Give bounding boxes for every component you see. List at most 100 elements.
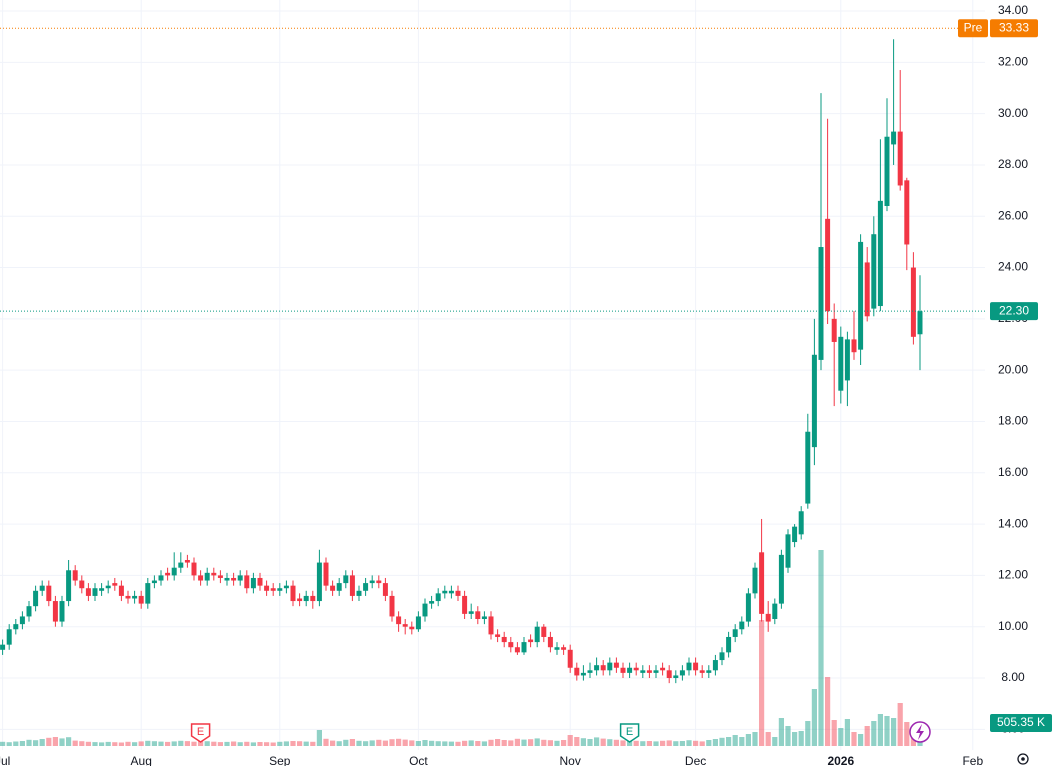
candle-body	[52, 601, 58, 622]
candle-body	[231, 577, 237, 581]
volume-bar	[508, 740, 514, 746]
candle-body	[673, 675, 679, 679]
volume-bar	[481, 741, 487, 746]
candle-body	[825, 218, 831, 312]
volume-bar	[607, 739, 613, 746]
volume-bar	[435, 741, 441, 746]
candle-body	[237, 575, 243, 581]
volume-bar	[145, 740, 151, 746]
candle-body	[33, 590, 39, 607]
x-tick-label: Oct	[409, 754, 428, 766]
volume-bar	[660, 740, 666, 746]
candle-body	[745, 593, 751, 622]
settings-icon[interactable]	[1017, 753, 1029, 765]
candle-body	[165, 572, 171, 576]
volume-bar	[389, 739, 395, 746]
candle-body	[778, 554, 784, 604]
volume-bar	[105, 741, 111, 746]
candle-body	[283, 585, 289, 589]
volume-bar	[455, 741, 461, 746]
volume-bar	[745, 734, 751, 746]
candle-body	[620, 667, 626, 673]
volume-bar	[844, 719, 850, 746]
volume-bar	[475, 741, 481, 746]
volume-bar	[712, 739, 718, 746]
candle-body	[844, 339, 850, 381]
candle-body	[613, 662, 619, 668]
volume-bar	[356, 740, 362, 746]
volume-bar	[165, 741, 171, 746]
candle-body	[917, 311, 923, 335]
y-tick-label: 28.00	[998, 157, 1028, 171]
candle-body	[759, 552, 765, 614]
x-tick-label: Jul	[0, 754, 10, 766]
y-tick-label: 34.00	[998, 3, 1028, 17]
volume-bar	[765, 732, 771, 746]
volume-bar	[864, 726, 870, 746]
volume-bar	[85, 741, 91, 746]
volume-bar	[79, 741, 85, 746]
volume-bar	[528, 739, 534, 746]
x-tick-label: Dec	[685, 754, 706, 766]
pre-tag-bg	[958, 19, 988, 38]
candle-body	[138, 595, 144, 604]
volume-bar	[112, 742, 118, 746]
volume-bar	[495, 739, 501, 746]
candle-body	[184, 560, 190, 563]
candle-body	[382, 583, 388, 596]
y-tick-label: 8.00	[1001, 670, 1025, 684]
volume-bar	[39, 739, 45, 746]
volume-bar	[52, 737, 58, 746]
candle-body	[488, 616, 494, 635]
volume-bar	[92, 742, 98, 746]
volume-bar	[184, 741, 190, 746]
volume-bar	[752, 732, 758, 746]
pre-price-bg	[990, 19, 1038, 38]
last-volume: 505.35 K	[997, 715, 1045, 729]
candle-body	[389, 595, 395, 617]
candle-body	[851, 339, 857, 353]
candle-body	[79, 580, 85, 589]
volume-bar	[561, 740, 567, 746]
volume-bar	[409, 740, 415, 746]
volume-bar	[382, 740, 388, 746]
volume-bar	[673, 741, 679, 746]
volume-bar	[250, 742, 256, 746]
volume-bar	[402, 739, 408, 746]
y-tick-label: 20.00	[998, 362, 1028, 376]
volume-bar	[125, 741, 131, 746]
candle-body	[19, 616, 25, 625]
pre-tag: Pre	[964, 20, 983, 34]
candle-body	[66, 570, 72, 602]
candle-body	[660, 667, 666, 671]
candle-body	[686, 662, 692, 671]
candle-body	[277, 588, 283, 591]
candle-body	[805, 431, 811, 504]
candle-body	[706, 670, 712, 673]
candle-body	[567, 649, 573, 668]
candle-body	[580, 672, 586, 676]
x-tick-label: Sep	[269, 754, 291, 766]
pre-price: 33.33	[999, 20, 1029, 34]
candle-body	[475, 611, 481, 620]
y-tick-label: 26.00	[998, 208, 1028, 222]
volume-bar	[858, 734, 864, 746]
volume-bar	[646, 741, 652, 746]
candle-body	[838, 336, 844, 391]
volume-bar	[897, 703, 903, 746]
candle-body	[561, 647, 567, 650]
volume-bar	[323, 738, 329, 746]
y-tick-label: 10.00	[998, 619, 1028, 633]
candle-body	[666, 670, 672, 679]
candle-body	[363, 583, 369, 591]
candle-body	[224, 577, 230, 581]
candle-body	[877, 200, 883, 307]
volume-bar	[574, 737, 580, 746]
candle-body	[891, 131, 897, 145]
candle-body	[310, 595, 316, 602]
candle-body	[244, 575, 250, 589]
volume-bar	[363, 741, 369, 746]
volume-bar	[66, 737, 72, 746]
candle-body	[99, 588, 105, 591]
volume-bar	[26, 739, 32, 746]
